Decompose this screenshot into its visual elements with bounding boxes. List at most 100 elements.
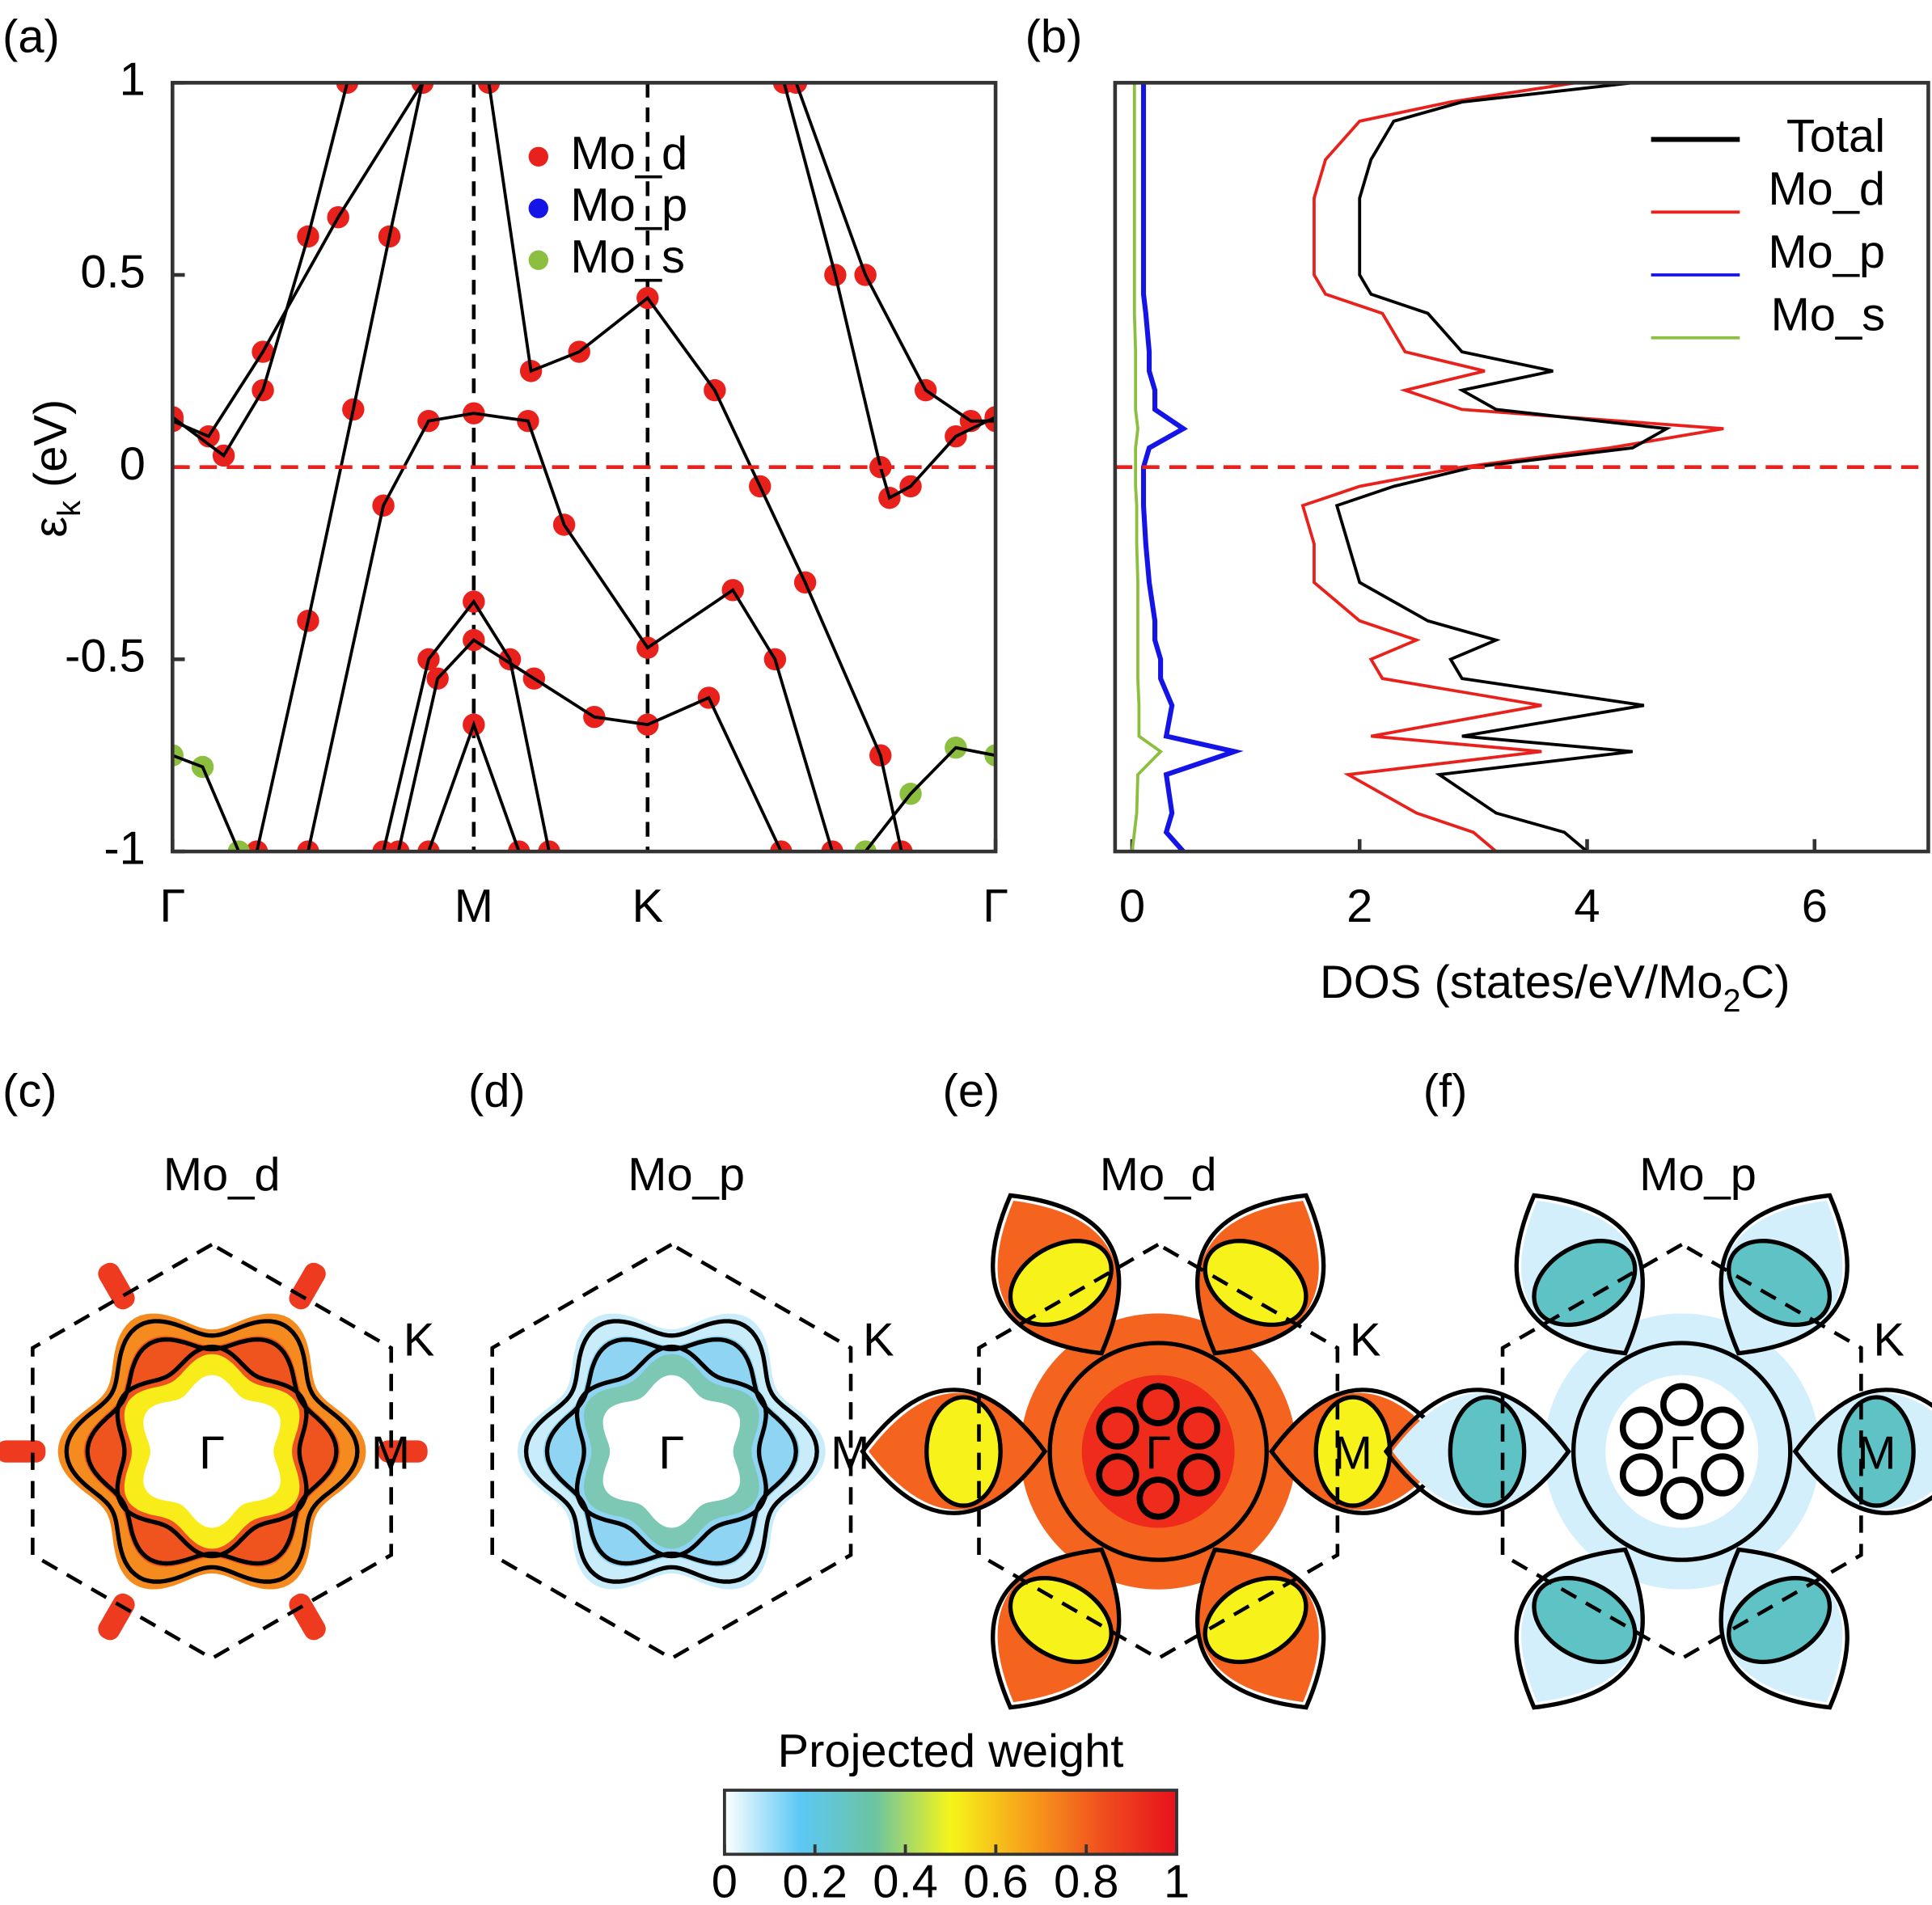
x-axis-label: DOS (states/eV/Mo2C) [1320,957,1790,1019]
weight-region [1837,1395,1916,1508]
panel-title: Mo_p [628,1149,745,1201]
weight-region [602,1375,741,1528]
colorbar-title: Projected weight [778,1725,1124,1777]
fermi-contour [991,1547,1122,1710]
y-tick-label: 1 [120,54,146,106]
weight-spot [289,1593,326,1641]
colorbar-tick-label: 0.6 [963,1856,1028,1905]
band-line [382,598,551,852]
fermi-contour [1571,1341,1793,1562]
point-label: K [404,1314,435,1366]
panel-label: (a) [2,11,60,62]
weight-region [1313,1395,1393,1508]
x-tick-label: Γ [983,881,1008,932]
fermi-contour [115,1344,309,1559]
y-tick-label: 0.5 [80,246,145,298]
fermi-contour [1195,1547,1326,1710]
fermi-surface [490,1242,853,1661]
x-tick-label: M [454,881,493,932]
y-axis-label: εk (eV) [25,399,87,538]
panel-label: (b) [1025,11,1083,62]
colorbar-tick-label: 0 [712,1856,738,1905]
band-line [255,82,425,852]
band-line [794,82,996,423]
colorbar-tick-label: 1 [1164,1856,1190,1905]
y-tick-label: -1 [104,822,145,874]
band-line [306,412,834,852]
panel-title: Mo_d [1100,1149,1217,1201]
plot-frame [1113,81,1930,854]
x-tick-label: Γ [159,881,185,932]
band-line [427,720,521,852]
dos-line [1300,81,1724,853]
weight-region [143,1375,281,1528]
fermi-surface [1383,1193,1932,1710]
brillouin-zone [490,1242,853,1661]
panel-label: (d) [468,1066,526,1117]
fermi-pocket [1701,1453,1744,1497]
x-tick-label: 4 [1574,881,1600,932]
fermi-contour [1195,1193,1326,1356]
brillouin-zone [31,1242,394,1661]
band-line [396,638,783,852]
weight-spot [289,1262,326,1310]
fermi-contour [1792,1388,1932,1515]
x-axis-label-part: DOS (states/eV/Mo [1320,957,1723,1008]
colorbar-tick-label: 0.2 [782,1856,847,1905]
point-label: K [1350,1314,1381,1366]
legend-label: Mo_p [570,180,687,231]
band-line [172,82,425,439]
fermi-contour [574,1344,768,1559]
band-marker [227,840,250,852]
fermi-surface [860,1193,1457,1710]
panel-label: (e) [943,1066,1000,1117]
weight-region [1008,1575,1114,1665]
point-label: M [1857,1427,1896,1479]
point-label: Γ [199,1427,225,1479]
y-axis-label-part: ε [25,517,77,538]
fermi-pocket [1701,1406,1744,1450]
weight-region [1448,1395,1527,1508]
legend-marker [528,146,549,167]
weight-region [924,1395,1003,1508]
y-axis-label-part: (eV) [25,399,77,501]
weight-region [1203,1575,1308,1665]
fermi-pocket [1177,1406,1220,1450]
legend-label: Mo_p [1768,226,1885,278]
legend-label: Mo_d [570,128,687,180]
panel-label: (f) [1423,1066,1468,1117]
legend-marker [528,250,549,270]
panel-label: (c) [2,1066,57,1117]
legend-marker [528,198,549,218]
x-tick-label: 6 [1802,881,1828,932]
point-label: Γ [1145,1427,1171,1479]
x-axis-label-part: C) [1741,957,1790,1008]
band-marker [172,744,184,767]
fermi-contour [1719,1193,1850,1356]
weight-region [1532,1575,1638,1665]
y-tick-label: 0 [120,438,146,490]
x-tick-label: 2 [1346,881,1372,932]
band-line [172,754,241,852]
band-group [172,82,996,852]
weight-region [1203,1239,1308,1328]
weight-region [1727,1575,1833,1665]
fermi-contour [1719,1547,1850,1710]
dos-line [1131,82,1164,852]
weight-spot [0,1440,46,1463]
y-axis-label-part: k [53,501,88,517]
fermi-pocket [1136,1383,1180,1426]
fermi-pocket [1096,1453,1139,1497]
fermi-pocket [1619,1453,1664,1497]
fermi-pocket [1660,1383,1704,1426]
colorbar [722,1789,1178,1856]
x-axis-label-part: 2 [1723,984,1740,1020]
band-marker [508,840,531,852]
colorbar-tick-label: 0.4 [873,1856,937,1905]
weight-region [1532,1239,1638,1328]
band-line [864,746,996,852]
fermi-pocket [1177,1453,1220,1497]
fermi-contour [64,1319,360,1584]
